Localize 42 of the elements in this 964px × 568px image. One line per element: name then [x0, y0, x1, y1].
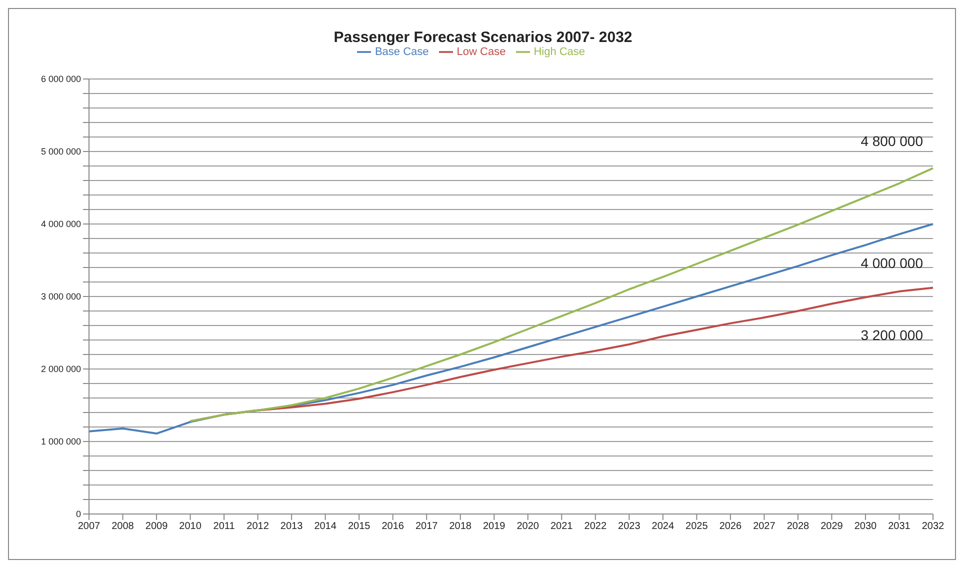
x-tick-label: 2017: [415, 521, 438, 532]
y-tick-label: 2 000 000: [40, 364, 81, 374]
x-tick-label: 2014: [314, 521, 337, 532]
x-tick-label: 2012: [246, 521, 270, 532]
x-tick-label: 2027: [753, 521, 776, 532]
x-tick-label: 2010: [179, 521, 202, 532]
x-tick-label: 2024: [652, 521, 674, 532]
x-tick-label: 2026: [719, 521, 742, 532]
x-tick-label: 2022: [584, 521, 607, 532]
x-tick-label: 2028: [786, 521, 810, 532]
x-tick-label: 2025: [686, 521, 708, 532]
y-tick-label: 0: [76, 509, 81, 520]
y-tick-label: 5 000 000: [40, 146, 81, 157]
x-tick-label: 2032: [922, 521, 945, 532]
y-tick-label: 6 000 000: [40, 74, 81, 84]
annotation: 4 000 000: [860, 255, 924, 271]
x-tick-label: 2018: [449, 521, 472, 532]
x-tick-label: 2015: [348, 521, 371, 532]
legend-label: Base Case: [374, 46, 429, 58]
line-series: [88, 223, 934, 435]
y-tick-label: 1 000 000: [40, 436, 81, 447]
x-tick-label: 2019: [482, 521, 506, 532]
x-tick-label: 2008: [112, 521, 134, 532]
x-tick-label: 2023: [618, 521, 641, 532]
x-tick-label: 2016: [382, 521, 404, 532]
x-tick-label: 2011: [213, 521, 236, 532]
annotation: 4 800 000: [860, 133, 924, 150]
y-tick-label: 4 000 000: [40, 219, 81, 230]
chart-title: Passenger Forecast Scenarios 2007- 2032: [332, 29, 634, 46]
x-tick-label: 2021: [550, 521, 574, 532]
legend-label: Low Case: [456, 46, 506, 58]
x-tick-label: 2029: [820, 521, 844, 532]
annotation: 3 200 000: [860, 326, 924, 343]
x-tick-label: 2013: [280, 521, 304, 532]
x-tick-label: 2020: [516, 521, 540, 532]
line-series: [189, 167, 934, 422]
x-tick-label: 2007: [78, 521, 101, 532]
y-tick-label: 3 000 000: [40, 292, 81, 302]
x-tick-label: 2030: [854, 521, 878, 532]
legend-label: High Case: [534, 46, 586, 58]
x-tick-label: 2031: [888, 521, 911, 532]
x-tick-label: 2009: [145, 521, 168, 532]
